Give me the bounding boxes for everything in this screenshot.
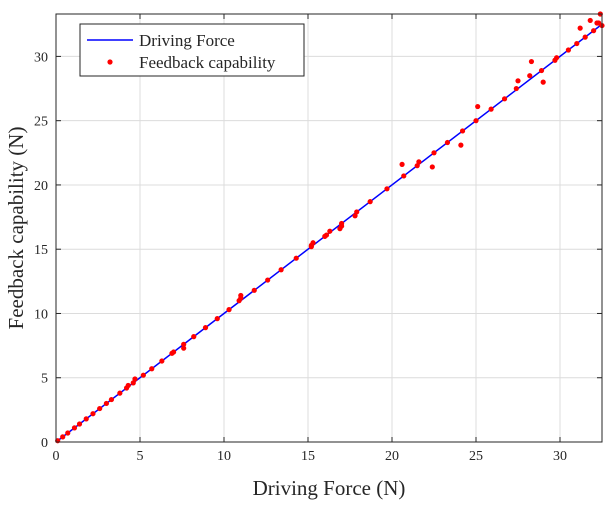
feedback-point [71,425,78,431]
feedback-point [401,173,407,179]
feedback-point [488,106,494,112]
feedback-point [587,17,593,24]
feedback-point [103,400,109,407]
feedback-point [117,390,123,396]
feedback-point [577,25,583,31]
feedback-point [191,334,197,340]
feedback-point [278,267,284,273]
legend-box [79,23,305,77]
legend-label-driving-force: Driving Force [139,31,235,50]
feedback-point [429,164,435,170]
series-layer [55,11,605,444]
feedback-point [354,209,360,215]
feedback-point [367,199,373,205]
y-tick-label: 5 [41,372,48,387]
feedback-point [181,341,187,347]
feedback-point [565,47,572,53]
y-tick-label: 30 [34,50,48,65]
y-tick-label: 25 [34,115,48,130]
feedback-point [554,55,560,61]
feedback-point [591,28,597,34]
feedback-point [226,307,232,313]
x-tick-label: 25 [469,449,483,464]
y-tick-label: 0 [41,436,48,451]
feedback-point [399,161,405,167]
feedback-point [149,366,155,372]
feedback-point [473,118,479,124]
feedback-point [327,228,333,234]
feedback-point [125,382,131,389]
x-axis-title: Driving Force (N) [253,476,406,500]
feedback-point [293,255,299,261]
feedback-point [265,277,271,283]
feedback-point [527,73,533,79]
feedback-point [159,358,165,364]
x-tick-label: 30 [553,449,567,464]
feedback-point [475,103,481,110]
feedback-point [214,316,220,322]
feedback-point [97,405,103,412]
x-tick-label: 5 [137,449,144,464]
feedback-point [458,142,464,148]
feedback-point [513,85,519,92]
feedback-point [251,287,257,293]
x-tick-label: 15 [301,449,315,464]
feedback-point [202,325,209,331]
feedback-point [181,345,187,351]
x-tick-label: 10 [217,449,231,464]
feedback-point [90,411,96,417]
feedback-point [108,396,115,403]
feedback-point [310,240,316,246]
feedback-point [323,232,330,238]
y-tick-label: 15 [34,243,48,258]
plot-frame [55,13,603,443]
feedback-point [459,128,466,134]
feedback-point [582,34,588,40]
grid-lines [55,14,602,443]
feedback-point [83,416,89,422]
feedback-point [132,376,138,382]
feedback-point [538,67,545,74]
feedback-point [238,292,244,299]
feedback-point [501,96,508,102]
feedback-point [574,40,580,47]
axis-ticks: 0 5 10 15 20 25 30 0 5 10 15 20 25 30 [34,14,602,464]
feedback-point [60,434,66,440]
legend: Driving Force Feedback capability [79,23,305,77]
feedback-point [515,78,521,84]
feedback-point [444,139,451,146]
x-tick-label: 0 [53,449,60,464]
legend-swatch-dot [107,59,113,65]
feedback-point [171,349,177,355]
y-tick-label: 10 [34,307,48,322]
feedback-point [528,58,535,65]
legend-label-feedback-capability: Feedback capability [139,53,276,72]
feedback-point [339,220,345,227]
y-tick-label: 20 [34,179,48,194]
feedback-point [431,150,437,156]
feedback-point [76,421,83,427]
feedback-point [540,79,546,85]
x-tick-label: 20 [385,449,399,464]
feedback-point [140,372,146,378]
feedback-point [384,186,390,192]
feedback-point [416,159,422,165]
y-axis-title: Feedback capability (N) [4,127,28,330]
feedback-point [65,430,71,436]
